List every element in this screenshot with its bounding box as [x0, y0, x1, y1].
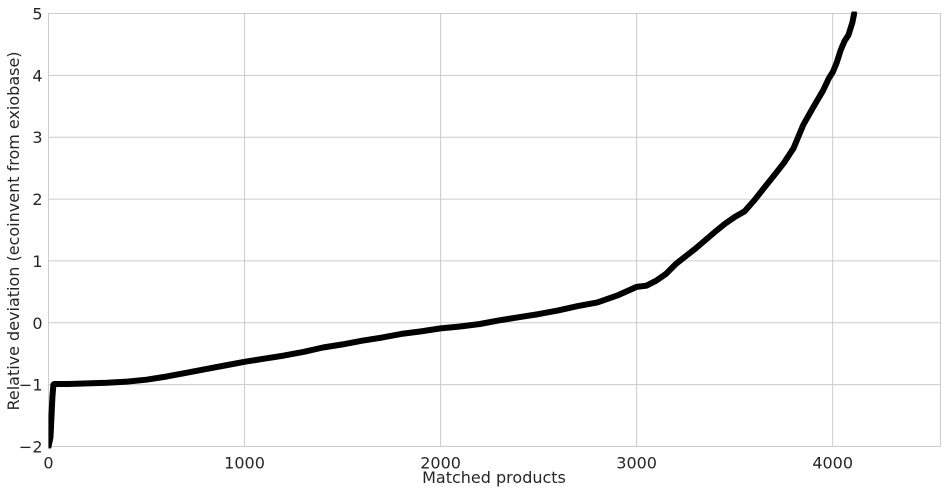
series-layer [48, 11, 858, 449]
x-axis-label: Matched products [422, 468, 566, 487]
x-tick-label: 0 [43, 454, 53, 473]
y-tick-label: 3 [32, 128, 42, 147]
x-tick-label: 3000 [616, 454, 657, 473]
y-tick-label: 2 [32, 190, 42, 209]
y-axis-label: Relative deviation (ecoinvent from exiob… [4, 51, 23, 410]
x-tick-label: 4000 [812, 454, 853, 473]
grid [48, 13, 941, 447]
y-tick-label: 0 [32, 314, 42, 333]
y-tick-label: 1 [32, 252, 42, 271]
tick-labels: 0 1000 2000 3000 4000 −2 −1 0 1 2 3 4 5 [19, 5, 853, 473]
y-tick-label: −2 [19, 438, 43, 457]
plot-background [48, 13, 941, 447]
x-tick-label: 1000 [224, 454, 265, 473]
x-tick-label: 2000 [420, 454, 461, 473]
series-line-0 [48, 11, 858, 449]
y-tick-label: 5 [32, 5, 42, 24]
y-tick-label: 4 [32, 66, 42, 85]
y-tick-label: −1 [19, 376, 43, 395]
